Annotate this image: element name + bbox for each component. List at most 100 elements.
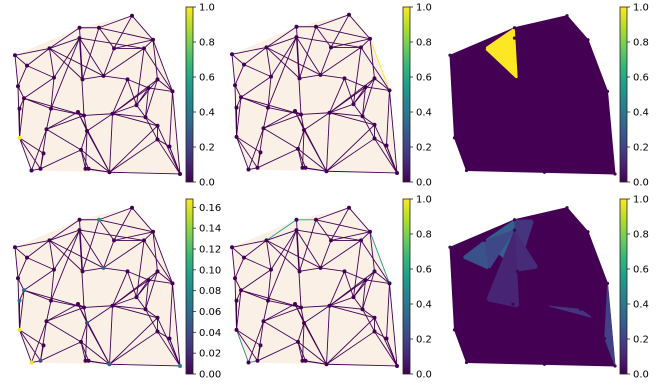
mesh-node bbox=[293, 109, 297, 114]
colorbar-tick-label: 0.6 bbox=[416, 73, 432, 84]
mesh-node bbox=[110, 111, 115, 116]
mesh-edge bbox=[23, 289, 52, 302]
mesh-node bbox=[25, 255, 29, 260]
mesh-edge bbox=[266, 47, 272, 77]
mesh-edge bbox=[148, 279, 173, 284]
mesh-edge bbox=[329, 78, 345, 113]
mesh-edge bbox=[148, 87, 173, 92]
mesh-node bbox=[17, 135, 22, 140]
mesh-edge bbox=[344, 78, 354, 105]
mesh-edge bbox=[109, 125, 158, 173]
colorbar-tick-label: 0.00 bbox=[199, 370, 221, 381]
mesh-node bbox=[155, 137, 160, 142]
mesh-node bbox=[545, 304, 550, 308]
mesh-edge bbox=[49, 37, 80, 49]
mesh-edge bbox=[98, 27, 115, 49]
mesh-edge bbox=[98, 207, 133, 221]
mesh-edge bbox=[26, 240, 50, 258]
mesh-edge bbox=[80, 322, 88, 343]
mesh-node bbox=[372, 315, 377, 320]
colorbar-tick-label: 0.8 bbox=[633, 230, 649, 241]
mesh-node bbox=[41, 343, 46, 348]
mesh-node bbox=[395, 363, 399, 368]
mesh-edge bbox=[86, 305, 113, 324]
mesh-edge bbox=[83, 305, 113, 308]
mesh-edge bbox=[169, 146, 181, 175]
mesh-edge bbox=[19, 329, 32, 363]
mesh-node bbox=[52, 75, 56, 80]
mesh-node bbox=[324, 362, 329, 367]
mesh-edge bbox=[157, 331, 181, 367]
subplot-bottom-right: 0.0 0.2 0.4 0.6 0.8 1.0 bbox=[448, 195, 649, 381]
mesh-edge bbox=[263, 307, 302, 322]
mesh-node bbox=[79, 147, 83, 152]
mesh-edge bbox=[374, 331, 398, 367]
colorbar-tick-label: 0.2 bbox=[416, 335, 432, 346]
mesh-edge bbox=[98, 27, 154, 41]
mesh-edge bbox=[131, 207, 154, 233]
mesh-edge bbox=[112, 113, 146, 118]
mesh-edge bbox=[374, 331, 387, 339]
mesh-node bbox=[324, 169, 329, 174]
mesh-edge bbox=[31, 129, 47, 171]
mesh-node bbox=[613, 364, 617, 368]
mesh-node bbox=[545, 112, 550, 116]
mesh-edge bbox=[79, 37, 104, 77]
mesh-edge bbox=[320, 267, 345, 272]
mesh-node bbox=[97, 25, 101, 30]
colorbar: 0.0 0.2 0.4 0.6 0.8 1.0 bbox=[185, 3, 215, 189]
mesh-edge bbox=[348, 14, 371, 40]
mesh-edge bbox=[329, 78, 375, 114]
mesh-edge bbox=[112, 271, 128, 306]
mesh-node bbox=[258, 343, 263, 348]
mesh-edge bbox=[169, 338, 181, 367]
mesh-edge bbox=[389, 283, 398, 367]
mesh-node bbox=[261, 126, 266, 131]
mesh-edge bbox=[23, 97, 85, 116]
mesh-node bbox=[590, 77, 595, 81]
mesh-edge bbox=[157, 139, 170, 147]
mesh-edge bbox=[263, 127, 299, 150]
mesh-node bbox=[143, 307, 148, 312]
mesh-edge bbox=[296, 37, 300, 79]
mesh-edge bbox=[131, 15, 154, 41]
mesh-edge bbox=[236, 329, 249, 363]
mesh-node bbox=[372, 136, 377, 141]
mesh-edge bbox=[236, 136, 249, 170]
mesh-node bbox=[476, 343, 481, 347]
mesh-node bbox=[101, 73, 106, 78]
mesh-edge bbox=[157, 139, 181, 175]
mesh-edge bbox=[344, 271, 354, 298]
mesh-edge bbox=[266, 240, 300, 272]
mesh-edge bbox=[360, 47, 390, 91]
mesh-node bbox=[303, 358, 308, 363]
mesh-node bbox=[387, 281, 392, 286]
mesh-node bbox=[296, 339, 300, 344]
mesh-edge bbox=[19, 137, 41, 170]
mesh-edge bbox=[236, 329, 261, 346]
mesh-node bbox=[342, 269, 347, 274]
mesh-node bbox=[520, 321, 524, 325]
colorbar-tick-label: 1.0 bbox=[199, 3, 215, 14]
mesh-edge bbox=[86, 130, 110, 173]
mesh-node bbox=[299, 305, 303, 310]
mesh-node bbox=[302, 127, 306, 132]
mesh-node bbox=[482, 46, 487, 51]
mesh-edge bbox=[157, 271, 173, 284]
mesh-edge bbox=[362, 271, 375, 310]
mesh-node bbox=[314, 217, 318, 222]
colorbar-bar bbox=[185, 198, 194, 375]
mesh-node bbox=[586, 38, 590, 42]
mesh-edge bbox=[79, 229, 145, 241]
mesh-edge bbox=[19, 137, 44, 154]
mesh-edge bbox=[49, 229, 80, 241]
mesh-edge bbox=[240, 76, 272, 98]
colorbar: 0.0 0.2 0.4 0.6 0.8 1.0 bbox=[619, 195, 649, 381]
mesh-edge bbox=[98, 219, 115, 241]
mesh-node bbox=[318, 265, 323, 270]
mesh-node bbox=[25, 63, 29, 68]
mesh-edge bbox=[79, 229, 104, 269]
mesh-edge bbox=[109, 363, 181, 367]
mesh-edge bbox=[365, 279, 390, 284]
